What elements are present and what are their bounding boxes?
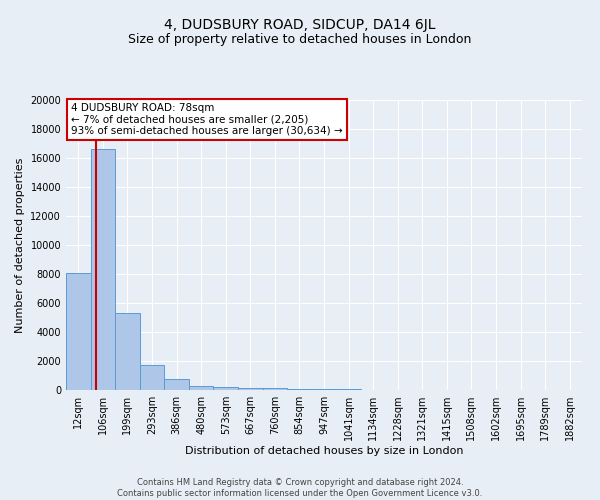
Bar [91, 150, 115, 390]
Bar [214, 387, 238, 390]
X-axis label: Distribution of detached houses by size in London: Distribution of detached houses by size … [185, 446, 463, 456]
Text: Size of property relative to detached houses in London: Size of property relative to detached ho… [128, 32, 472, 46]
Bar [140, 364, 164, 390]
Bar [66, 272, 91, 390]
Bar [287, 388, 312, 390]
Bar [164, 379, 189, 390]
Bar [189, 386, 214, 390]
Bar [263, 388, 287, 390]
Text: 4, DUDSBURY ROAD, SIDCUP, DA14 6JL: 4, DUDSBURY ROAD, SIDCUP, DA14 6JL [164, 18, 436, 32]
Y-axis label: Number of detached properties: Number of detached properties [15, 158, 25, 332]
Bar [115, 313, 140, 390]
Text: Contains HM Land Registry data © Crown copyright and database right 2024.
Contai: Contains HM Land Registry data © Crown c… [118, 478, 482, 498]
Bar [238, 388, 263, 390]
Text: 4 DUDSBURY ROAD: 78sqm
← 7% of detached houses are smaller (2,205)
93% of semi-d: 4 DUDSBURY ROAD: 78sqm ← 7% of detached … [71, 103, 343, 136]
Bar [312, 389, 336, 390]
